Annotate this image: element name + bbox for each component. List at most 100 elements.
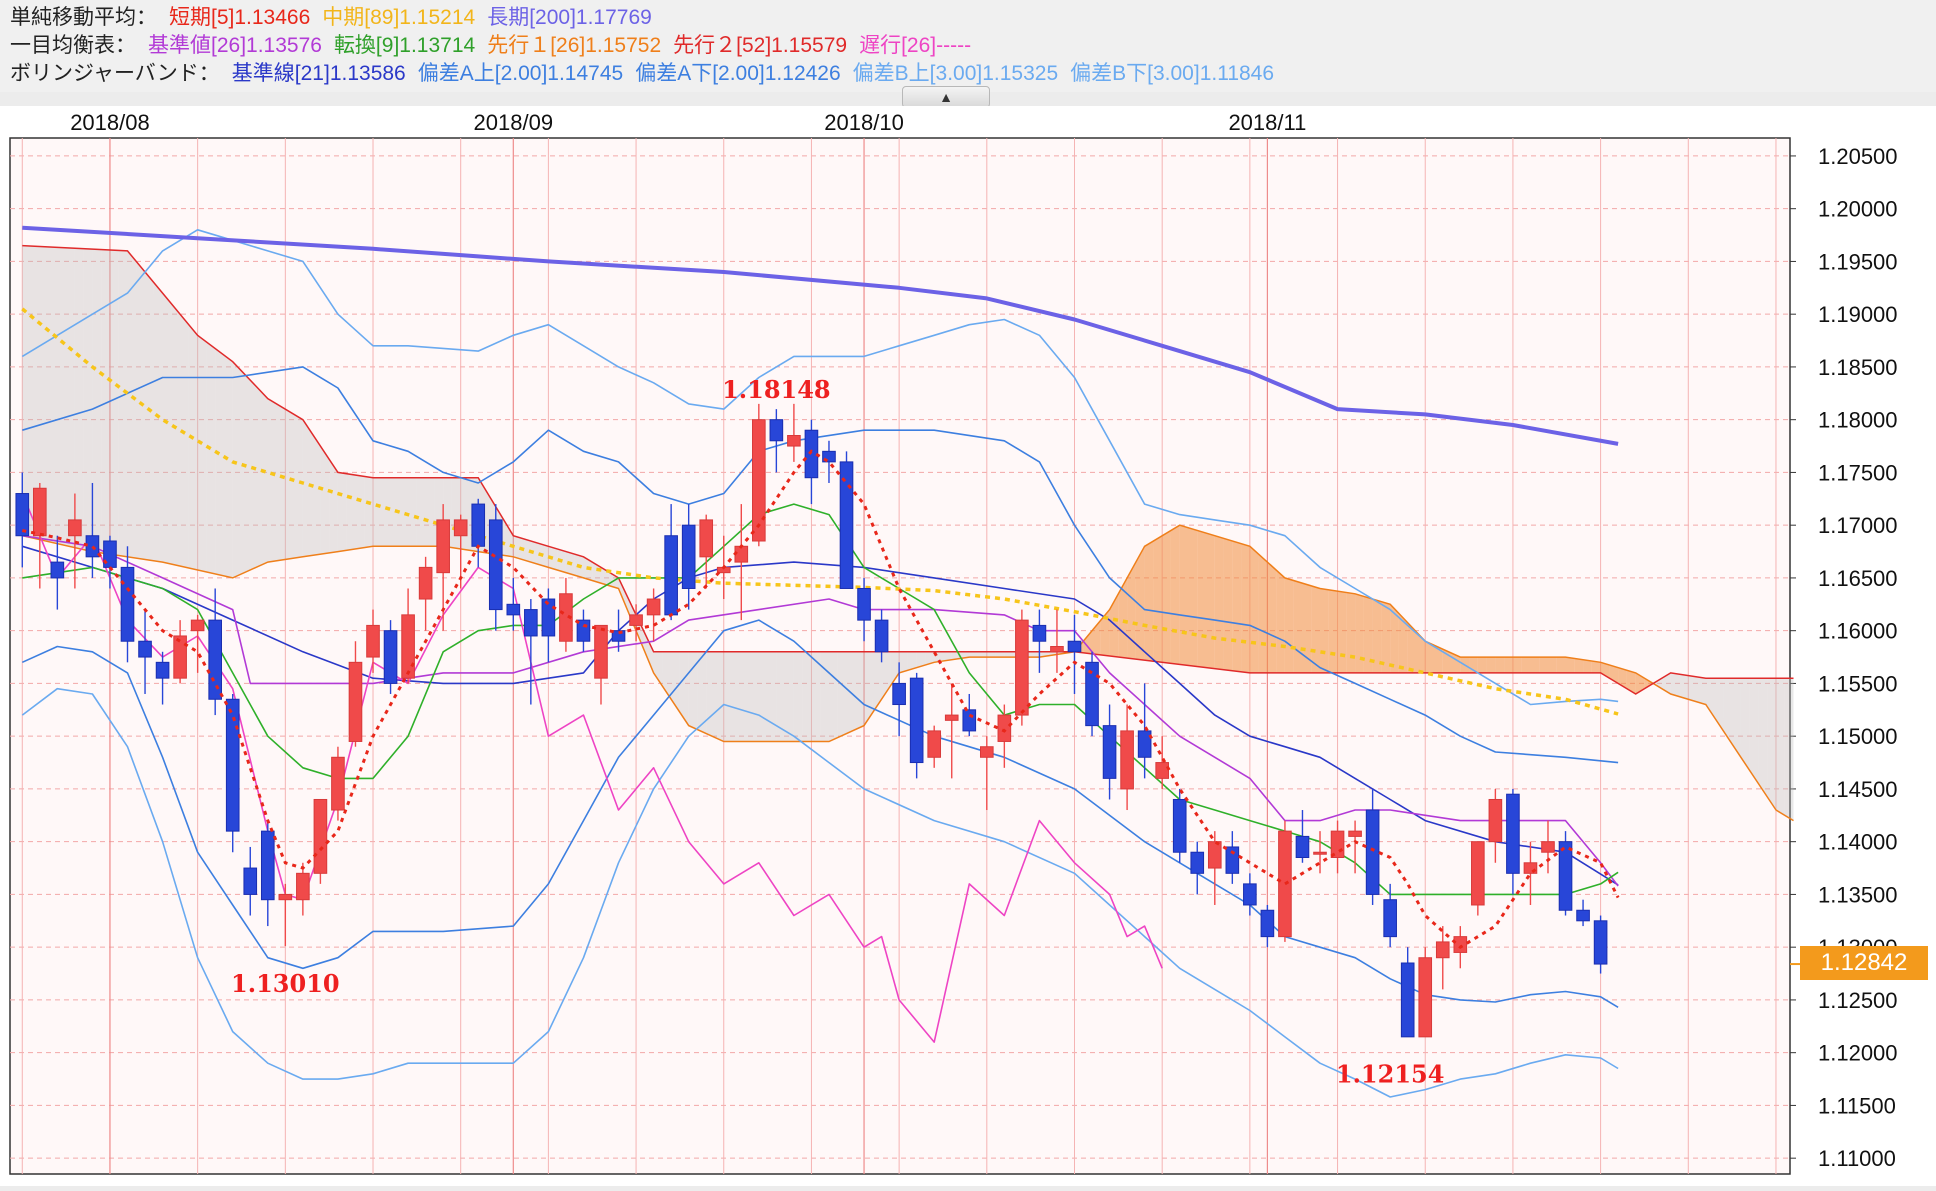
y-tick-label: 1.15000 [1818,724,1898,749]
legend-collapse-button[interactable]: ▲ [902,86,990,108]
ichimoku-cloud-segment [679,651,689,726]
ichimoku-cloud-segment [320,446,330,555]
ichimoku-cloud-segment [1232,541,1242,672]
ichimoku-cloud-segment [741,651,751,742]
ichimoku-cloud-segment [215,348,224,576]
ichimoku-cloud-segment [1372,599,1382,673]
ichimoku-cloud-segment [66,247,75,548]
ichimoku-legend-title: 一目均衡表： [10,34,136,57]
bollinger-lower-a-label: 偏差A下[2.00]1.12426 [635,62,841,85]
candle-up [1015,619,1029,716]
ichimoku-cloud-segment [1381,601,1391,673]
ichimoku-cloud-segment [986,651,996,658]
ichimoku-cloud-segment [916,651,926,668]
bollinger-legend-title: ボリンジャーバンド： [10,62,220,85]
ichimoku-cloud-segment [1363,596,1373,673]
ichimoku-cloud-segment [1670,672,1680,697]
ichimoku-cloud-segment [180,314,189,568]
ichimoku-cloud-segment [1758,678,1768,797]
candle-up [331,756,345,811]
ichimoku-cloud-segment [855,651,864,730]
ichimoku-cloud-segment [1267,562,1277,673]
indicator-legend: 単純移動平均： 短期[5]1.13466 中期[89]1.15214 長期[200]1… [0,0,1936,92]
chevron-up-icon: ▲ [939,89,953,105]
ichimoku-cloud-segment [1346,592,1356,673]
ichimoku-cloud-segment [715,651,724,742]
candle-down [1295,835,1310,859]
ichimoku-cloud-segment [592,562,601,584]
candle-up [436,519,450,574]
ichimoku-cloud-segment [1714,678,1724,731]
y-tick-label: 1.11000 [1818,1146,1896,1171]
x-tick-label: 2018/09 [474,110,554,135]
ichimoku-cloud-segment [907,651,917,671]
candle-down [1032,624,1047,642]
ichimoku-cloud-segment [732,651,742,742]
ichimoku-cloud-segment [276,403,286,561]
candle-up [1418,957,1433,1038]
price-extreme-label: 1.18148 [722,375,831,404]
ichimoku-cloud-segment [1416,632,1426,673]
ichimoku-cloud-segment [416,477,426,547]
candle-down [611,630,626,642]
ichimoku-cloud-segment [837,651,847,738]
ichimoku-cloud-segment [425,477,435,547]
ichimoku-cloud-segment [723,651,733,742]
candle-down [524,609,538,637]
candle-down [15,493,30,537]
candle-down [1558,841,1573,911]
candle-up [68,519,82,537]
y-tick-label: 1.19000 [1818,302,1898,327]
candle-down [243,867,258,895]
candle-down [1243,883,1257,906]
ichimoku-cloud-segment [259,389,268,567]
ichimoku-cloud-segment [767,651,777,742]
candle-up [997,714,1012,742]
ichimoku-cloud-segment [829,651,838,742]
ichimoku-cloud-segment [1188,527,1198,667]
ichimoku-cloud-segment [1293,580,1303,673]
ichimoku-cloud-segment [1390,604,1399,673]
ichimoku-cloud-segment [1100,609,1110,656]
ichimoku-cloud-segment [1723,678,1733,745]
candle-down [1593,920,1608,965]
candle-up [278,893,293,901]
ichimoku-senkou1-label: 先行１[26]1.15752 [487,34,662,57]
candle-down [208,619,222,700]
ichimoku-cloud-segment [811,651,821,742]
series-line-mid-sma [21,307,1619,716]
ichimoku-cloud-segment [1355,593,1364,673]
ichimoku-cloud-segment [1170,525,1180,665]
candle-up [787,435,801,447]
bollinger-upper-b-label: 偏差B上[3.00]1.15325 [852,62,1059,85]
candle-down [1400,962,1415,1038]
ichimoku-cloud-segment [311,432,321,556]
ichimoku-cloud-segment [329,459,338,553]
ichimoku-cloud-segment [302,419,312,557]
ichimoku-cloud-segment [74,248,84,550]
ichimoku-cloud-segment [48,246,58,544]
candle-up [559,593,573,642]
ichimoku-cloud-segment [1004,651,1014,658]
series-line-long-sma [22,225,1619,446]
ichimoku-cloud-segment [171,303,181,567]
ichimoku-cloud-segment [995,651,1005,658]
chart-area[interactable]: 1.110001.115001.120001.125001.130001.135… [0,106,1936,1186]
ichimoku-cloud-segment [1740,678,1750,771]
candle-down [506,603,521,616]
ichimoku-tenkan-label: 転換[9]1.13714 [333,34,476,57]
series-line-bb-b [21,687,1619,1098]
candle-down [1102,725,1117,779]
candle-down [138,640,152,658]
ichimoku-cloud-segment [1574,658,1584,673]
series-line-chikou [21,493,1163,1043]
bollinger-legend-row: ボリンジャーバンド： 基準線[21]1.13586 偏差A上[2.00]1.1474… [10,60,1286,88]
candle-down [1085,661,1099,727]
ichimoku-cloud-segment [346,473,356,551]
candlestick-chart: 1.110001.115001.120001.125001.130001.135… [9,110,1898,1175]
ichimoku-cloud-segment [136,261,145,560]
ichimoku-cloud-segment [1311,585,1320,673]
ichimoku-cloud-segment [1635,672,1645,694]
ichimoku-cloud-segment [1197,530,1206,668]
candle-up [1471,841,1485,906]
